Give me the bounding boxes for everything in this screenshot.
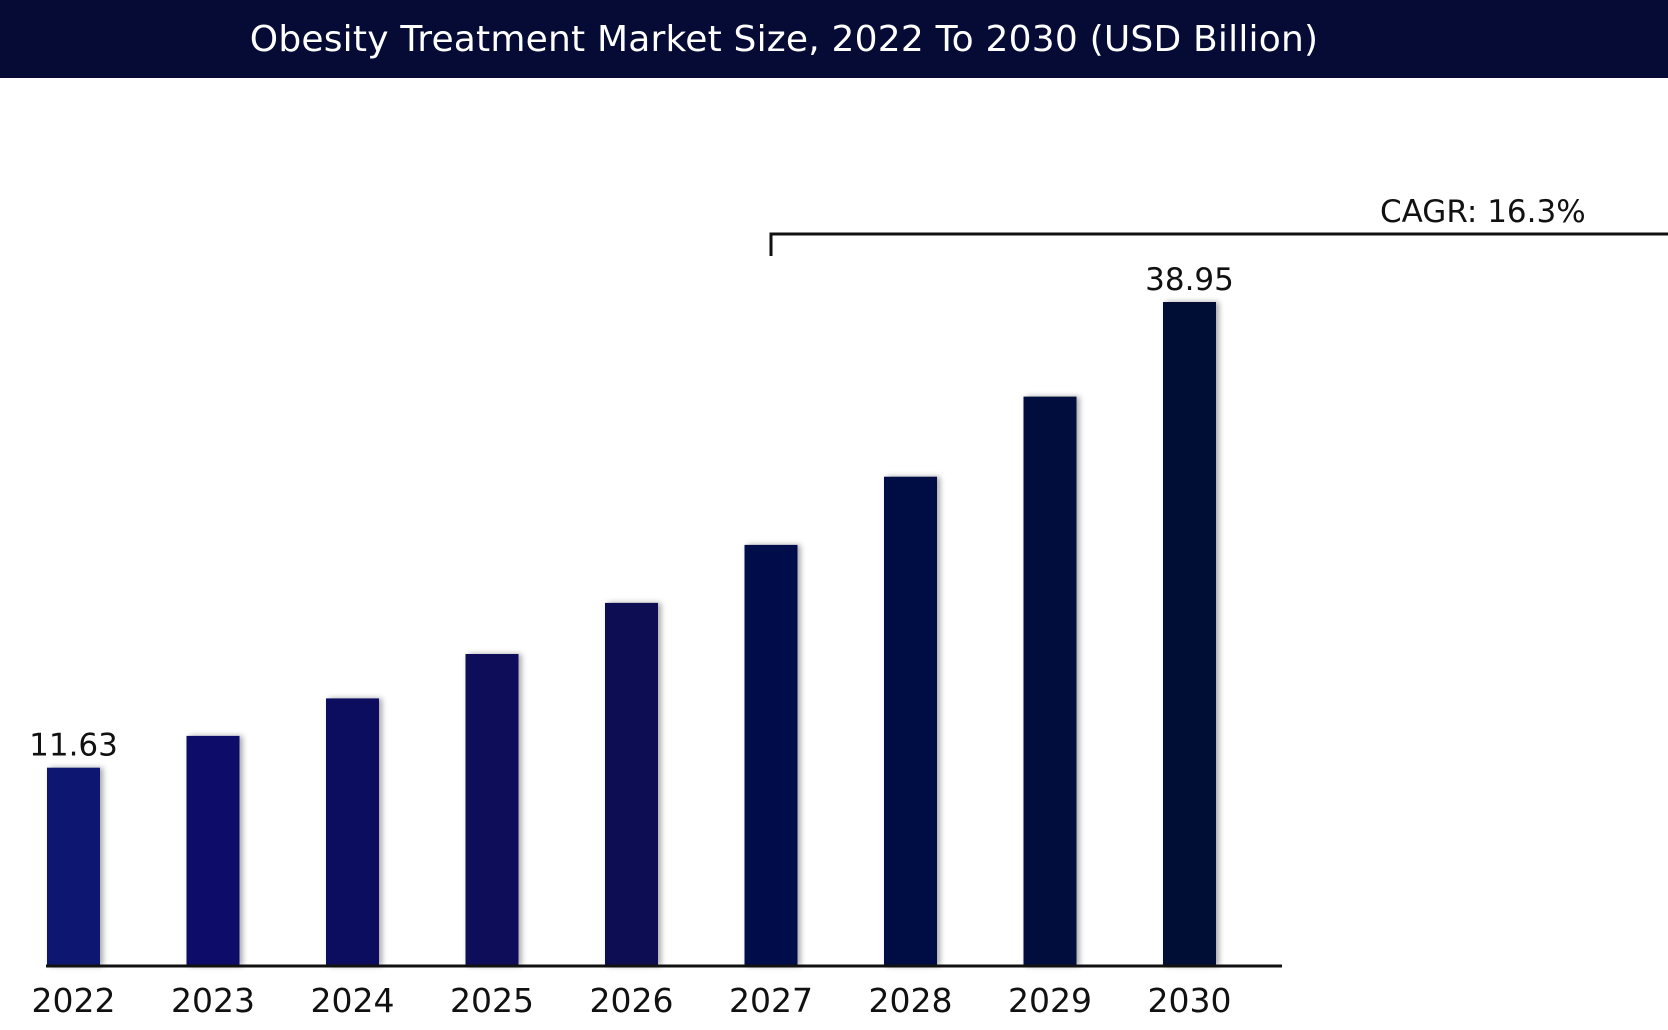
cagr-label: CAGR: 16.3% [1380, 194, 1586, 230]
bar-2030 [1163, 302, 1216, 966]
title-bar: Obesity Treatment Market Size, 2022 To 2… [0, 0, 1668, 78]
x-tick-label-2026: 2026 [590, 981, 674, 1020]
bar-2023 [186, 735, 240, 966]
bar-2028 [884, 476, 937, 966]
cagr-annotation: CAGR: 16.3% [769, 194, 1668, 256]
bar-2026 [605, 602, 658, 966]
bar-2022 [47, 767, 100, 966]
x-tick-label-2029: 2029 [1008, 981, 1092, 1020]
x-tick-label-2024: 2024 [311, 981, 395, 1020]
bar-2024 [326, 698, 379, 966]
bar-2029 [1023, 396, 1077, 967]
x-tick-labels: 2022 2023 2024 2025 2026 2027 2028 2029 2030 [32, 981, 1232, 1020]
cagr-bracket-line [769, 232, 1668, 256]
data-label-2022: 11.63 [29, 728, 118, 764]
chart-title: Obesity Treatment Market Size, 2022 To 2… [249, 18, 1319, 60]
data-label-2030: 38.95 [1145, 262, 1234, 298]
bars-layer [47, 302, 1216, 967]
x-tick-label-2030: 2030 [1148, 981, 1232, 1020]
x-tick-label-2023: 2023 [171, 981, 255, 1020]
x-tick-label-2022: 2022 [32, 981, 116, 1020]
bar-2025 [465, 654, 519, 966]
data-labels: 11.63 38.95 [29, 262, 1234, 764]
x-tick-label-2028: 2028 [869, 981, 953, 1020]
x-tick-label-2025: 2025 [450, 981, 534, 1020]
x-tick-label-2027: 2027 [729, 981, 813, 1020]
bar-2027 [744, 544, 798, 966]
